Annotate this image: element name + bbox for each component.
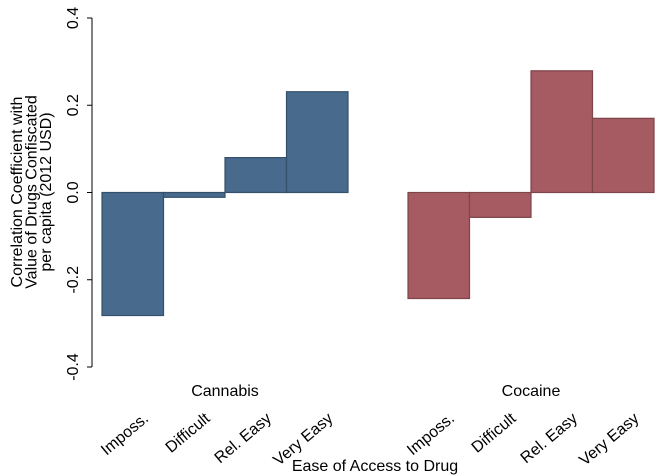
bar [101,191,165,317]
bar [591,117,655,194]
bar [285,91,349,194]
bar [530,70,594,194]
x-tick-label: Difficult [163,410,214,457]
bar [407,191,471,300]
x-tick-label: Rel. Easy [518,410,581,467]
y-tick-label: 0.2 [65,94,82,116]
x-tick-label: Difficult [469,410,520,457]
y-axis-title: per capita (2012 USD) [38,112,55,271]
x-tick-label: Very Easy [576,410,642,469]
bar [162,191,226,198]
x-tick-label: Imposs. [98,410,152,459]
x-tick-label: Rel. Easy [212,410,275,467]
group-label: Cocaine [502,383,561,400]
x-axis-title: Ease of Access to Drug [292,458,458,475]
bar [224,157,288,194]
bar [468,191,532,218]
y-tick-label: -0.2 [65,266,82,294]
y-axis-title: Value of Drugs Confiscated [24,95,41,289]
x-tick-label: Imposs. [404,410,458,459]
y-axis-title: Correlation Coefficient with [9,97,26,288]
y-tick-label: 0.4 [65,7,82,29]
group-label: Cannabis [191,383,259,400]
y-tick-label: -0.4 [65,353,82,381]
y-tick-label: 0.0 [65,181,82,203]
